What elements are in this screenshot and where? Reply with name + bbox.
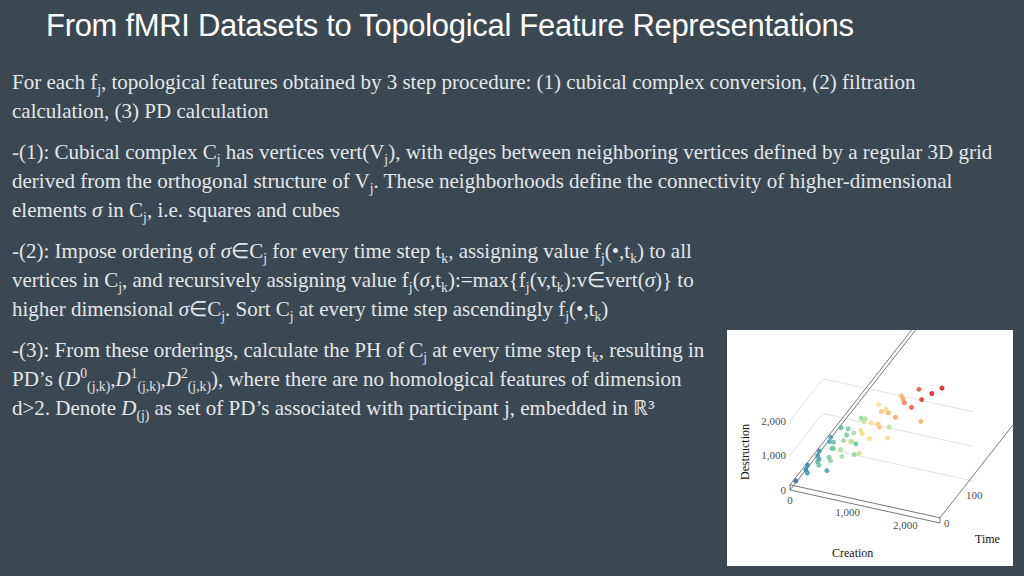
html-text:-(2): Impose ordering of σ ∈Cj: -(2): Impose ordering of σ ∈Cjfor every … xyxy=(12,239,694,325)
html-text:(j,k), D2: (j,k), D2 xyxy=(137,366,188,395)
html-text:(j,k)), where there are no hom: (j,k)), where there are no homological f… xyxy=(12,367,682,424)
svg-text:100: 100 xyxy=(966,489,983,501)
html-text:(j,k), D1: (j,k), D1 xyxy=(87,366,138,395)
svg-text:0: 0 xyxy=(781,484,787,496)
html-text:For each fj, topological featu: For each fj, topological features obtain… xyxy=(12,70,916,123)
svg-text:2,000: 2,000 xyxy=(893,519,918,531)
svg-text:2,000: 2,000 xyxy=(761,415,786,427)
html-text:From fMRI Datasets to Topologi: From fMRI Datasets to Topological Featur… xyxy=(46,8,854,43)
svg-text:0: 0 xyxy=(787,494,793,506)
svg-text:Creation: Creation xyxy=(832,546,873,560)
svg-text:1,000: 1,000 xyxy=(761,449,786,461)
svg-text:Time: Time xyxy=(975,532,1000,546)
svg-text:Destruction: Destruction xyxy=(738,424,752,480)
svg-text:0: 0 xyxy=(944,517,950,529)
svg-text:1,000: 1,000 xyxy=(835,506,860,518)
html-text:-(1): Cubical complex Cjhas ve: -(1): Cubical complex Cjhas vertices ver… xyxy=(12,140,993,226)
html-text:-(3): From these orderings, ca: -(3): From these orderings, calculate th… xyxy=(12,338,705,391)
